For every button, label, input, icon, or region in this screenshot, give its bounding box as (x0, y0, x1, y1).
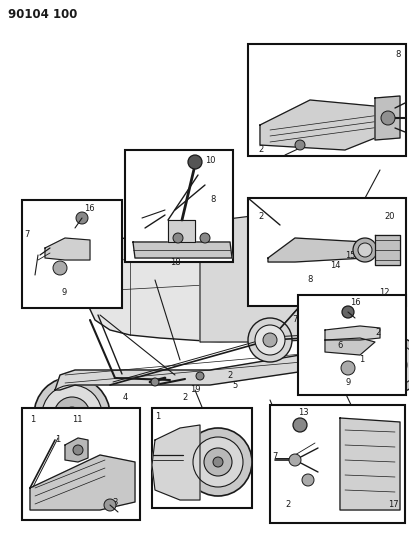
Circle shape (200, 233, 209, 243)
Polygon shape (30, 455, 135, 510)
Polygon shape (339, 418, 399, 510)
Bar (125, 150, 232, 262)
Text: 15: 15 (344, 251, 354, 260)
Text: 5: 5 (232, 381, 237, 390)
Text: 2: 2 (182, 393, 187, 402)
Circle shape (357, 243, 371, 257)
Bar (270, 405, 404, 523)
Text: 7: 7 (24, 230, 29, 239)
Circle shape (294, 140, 304, 150)
Text: 9: 9 (344, 378, 350, 387)
Text: 17: 17 (387, 500, 398, 509)
Circle shape (34, 377, 110, 453)
Circle shape (352, 238, 376, 262)
Bar (152, 408, 252, 508)
Circle shape (389, 360, 399, 370)
Polygon shape (324, 338, 374, 355)
Text: 2: 2 (257, 145, 263, 154)
Polygon shape (200, 215, 339, 342)
Circle shape (288, 454, 300, 466)
Text: 8: 8 (307, 276, 312, 285)
Polygon shape (374, 235, 399, 265)
Text: 9: 9 (61, 288, 67, 297)
Polygon shape (259, 100, 394, 150)
Polygon shape (324, 326, 379, 340)
Circle shape (382, 353, 406, 377)
Circle shape (341, 306, 353, 318)
Circle shape (380, 111, 394, 125)
Polygon shape (267, 238, 364, 262)
Bar (247, 44, 405, 156)
Text: 16: 16 (84, 204, 94, 213)
Text: 20: 20 (384, 212, 394, 221)
Circle shape (366, 337, 409, 393)
Polygon shape (85, 228, 399, 342)
Bar (297, 295, 405, 395)
Circle shape (54, 397, 90, 433)
Circle shape (340, 361, 354, 375)
Circle shape (188, 155, 202, 169)
Text: 1: 1 (55, 435, 61, 445)
Text: 8: 8 (394, 50, 400, 59)
Polygon shape (45, 238, 90, 260)
Circle shape (196, 372, 204, 380)
Circle shape (247, 318, 291, 362)
Text: 19: 19 (189, 385, 200, 394)
Text: 7: 7 (271, 452, 277, 461)
Text: 13: 13 (297, 408, 308, 417)
Text: 12: 12 (379, 288, 389, 297)
Circle shape (213, 457, 222, 467)
Circle shape (64, 407, 80, 423)
Text: 1: 1 (359, 356, 364, 365)
Circle shape (262, 333, 276, 347)
Text: 8: 8 (209, 195, 215, 204)
Text: 2: 2 (227, 370, 232, 379)
Text: 2: 2 (257, 212, 263, 221)
Text: 14: 14 (329, 261, 339, 270)
Text: 16: 16 (349, 298, 360, 307)
Circle shape (254, 325, 284, 355)
Circle shape (292, 418, 306, 432)
Circle shape (301, 474, 313, 486)
Bar (22, 200, 122, 308)
Circle shape (76, 212, 88, 224)
Text: 2: 2 (374, 328, 379, 337)
Circle shape (151, 378, 159, 386)
Polygon shape (152, 425, 200, 500)
Circle shape (53, 261, 67, 275)
Circle shape (42, 385, 102, 445)
Polygon shape (374, 96, 399, 140)
Bar (247, 198, 405, 306)
Text: 6: 6 (337, 341, 342, 350)
Polygon shape (168, 220, 195, 242)
Text: 4: 4 (122, 393, 127, 402)
Text: 11: 11 (72, 415, 82, 424)
Circle shape (204, 448, 231, 476)
Polygon shape (65, 438, 88, 462)
Circle shape (173, 233, 182, 243)
Text: 2: 2 (284, 500, 290, 509)
Circle shape (193, 437, 243, 487)
Circle shape (373, 344, 409, 386)
Polygon shape (55, 340, 384, 390)
Polygon shape (133, 242, 231, 258)
Text: 1: 1 (155, 412, 160, 421)
Text: 7: 7 (292, 316, 297, 325)
Circle shape (184, 428, 252, 496)
Text: 10: 10 (204, 156, 215, 165)
Text: 90104 100: 90104 100 (8, 8, 77, 21)
Bar (22, 408, 139, 520)
Circle shape (104, 499, 116, 511)
Text: 1: 1 (30, 415, 35, 424)
Circle shape (73, 445, 83, 455)
Text: 18: 18 (169, 258, 180, 267)
Text: 3: 3 (112, 498, 117, 507)
